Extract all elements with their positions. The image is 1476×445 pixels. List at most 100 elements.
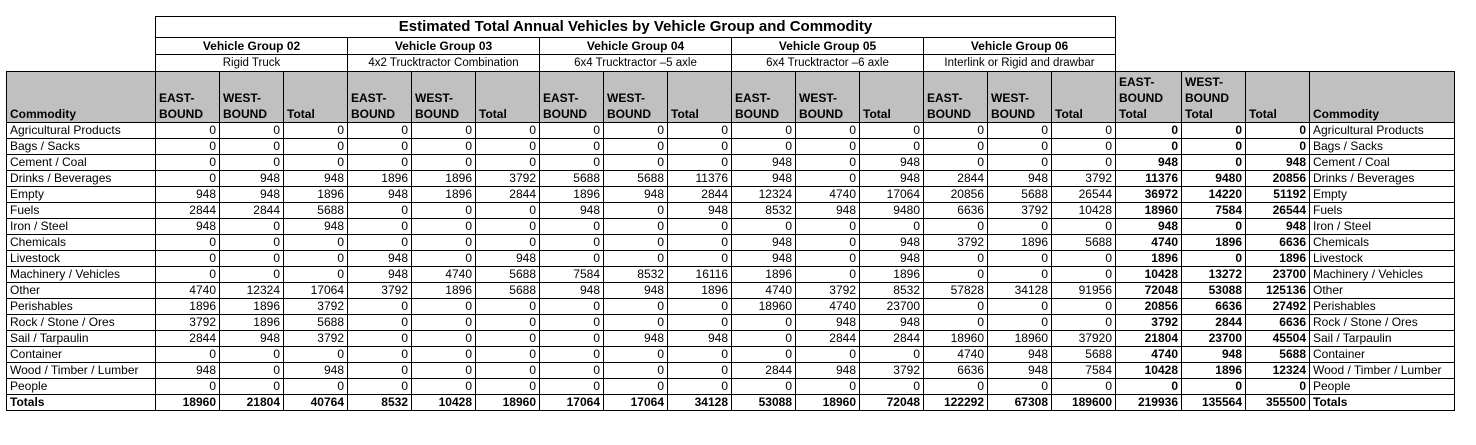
value-cell: 8532 bbox=[731, 202, 796, 219]
value-cell: 0 bbox=[987, 138, 1052, 155]
value-cell: 0 bbox=[987, 314, 1052, 331]
value-cell: 67308 bbox=[987, 394, 1052, 411]
table-row: Cement / Coal 0 0 0 0 0 0 0 0 0 948 0 948 0 0 0 948 0 948 C… bbox=[6, 154, 1455, 171]
value-cell: 23700 bbox=[1245, 266, 1310, 283]
value-cell: 0 bbox=[923, 218, 988, 235]
value-cell: 0 bbox=[1051, 298, 1116, 315]
g05-total-header: Total bbox=[859, 71, 924, 123]
value-cell: 948 bbox=[795, 202, 860, 219]
g06-westbound-header: WEST-BOUND bbox=[987, 71, 1052, 123]
value-cell: 1896 bbox=[219, 298, 284, 315]
value-cell: 135564 bbox=[1181, 394, 1246, 411]
value-cell: 53088 bbox=[1181, 282, 1246, 299]
value-cell: 0 bbox=[987, 266, 1052, 283]
value-cell: 0 bbox=[603, 346, 668, 363]
value-cell: 36972 bbox=[1115, 186, 1182, 203]
value-cell: 0 bbox=[603, 234, 668, 251]
value-cell: 0 bbox=[923, 138, 988, 155]
value-cell: 1896 bbox=[1245, 250, 1310, 267]
value-cell: 9480 bbox=[859, 202, 924, 219]
table-row: People 0 0 0 0 0 0 0 0 0 0 0 0 0 0 0 0 0 0 People bbox=[6, 378, 1455, 395]
value-cell: 0 bbox=[667, 378, 732, 395]
value-cell: 1896 bbox=[411, 282, 476, 299]
value-cell: 17064 bbox=[603, 394, 668, 411]
commodity-label: Other bbox=[6, 282, 156, 299]
value-cell: 0 bbox=[219, 362, 284, 379]
value-cell: 0 bbox=[475, 314, 540, 331]
value-cell: 3792 bbox=[283, 298, 348, 315]
value-cell: 0 bbox=[603, 298, 668, 315]
g06-eastbound-header: EAST-BOUND bbox=[923, 71, 988, 123]
commodity-label-right: Bags / Sacks bbox=[1309, 138, 1455, 155]
value-cell: 0 bbox=[411, 330, 476, 347]
value-cell: 0 bbox=[411, 122, 476, 139]
value-cell: 0 bbox=[795, 378, 860, 395]
commodity-label: Agricultural Products bbox=[6, 122, 156, 139]
value-cell: 6636 bbox=[1245, 314, 1310, 331]
table-row: Fuels 2844 2844 5688 0 0 0 948 0 948 8532 948 9480 66… bbox=[6, 202, 1455, 219]
value-cell: 0 bbox=[475, 378, 540, 395]
value-cell: 45504 bbox=[1245, 330, 1310, 347]
commodity-label: Perishables bbox=[6, 298, 156, 315]
value-cell: 0 bbox=[1051, 218, 1116, 235]
value-cell: 948 bbox=[731, 234, 796, 251]
commodity-label: Sail / Tarpaulin bbox=[6, 330, 156, 347]
value-cell: 0 bbox=[923, 266, 988, 283]
g03-eastbound-header: EAST-BOUND bbox=[347, 71, 412, 123]
value-cell: 4740 bbox=[923, 346, 988, 363]
value-cell: 72048 bbox=[1115, 282, 1182, 299]
commodity-label-right: Other bbox=[1309, 282, 1455, 299]
value-cell: 0 bbox=[219, 346, 284, 363]
value-cell: 0 bbox=[987, 250, 1052, 267]
value-cell: 0 bbox=[411, 154, 476, 171]
value-cell: 0 bbox=[795, 266, 860, 283]
value-cell: 0 bbox=[219, 218, 284, 235]
value-cell: 0 bbox=[1181, 122, 1246, 139]
vehicle-commodity-table: Estimated Total Annual Vehicles by Vehic… bbox=[6, 16, 1455, 411]
value-cell: 0 bbox=[219, 378, 284, 395]
commodity-label: Livestock bbox=[6, 250, 156, 267]
blank-cell bbox=[6, 37, 156, 55]
value-cell: 51192 bbox=[1245, 186, 1310, 203]
value-cell: 0 bbox=[859, 218, 924, 235]
commodity-label: Totals bbox=[6, 394, 156, 411]
commodity-label-right: People bbox=[1309, 378, 1455, 395]
value-cell: 948 bbox=[859, 170, 924, 187]
value-cell: 0 bbox=[539, 122, 604, 139]
table-row: Livestock 0 0 0 948 0 948 0 0 0 948 0 948 0 0 0 1896 0 189… bbox=[6, 250, 1455, 267]
totals-row: Totals 18960 21804 40764 8532 10428 18960 17064… bbox=[6, 394, 1455, 411]
value-cell: 5688 bbox=[283, 314, 348, 331]
value-cell: 26544 bbox=[1245, 202, 1310, 219]
value-cell: 0 bbox=[731, 138, 796, 155]
value-cell: 3792 bbox=[347, 282, 412, 299]
value-cell: 948 bbox=[795, 362, 860, 379]
value-cell: 6636 bbox=[923, 362, 988, 379]
value-cell: 0 bbox=[539, 330, 604, 347]
value-cell: 948 bbox=[219, 170, 284, 187]
value-cell: 16116 bbox=[667, 266, 732, 283]
vehicle-group-06-heading: Vehicle Group 06 bbox=[923, 37, 1116, 55]
g05-westbound-header: WEST-BOUND bbox=[795, 71, 860, 123]
value-cell: 0 bbox=[539, 234, 604, 251]
value-cell: 0 bbox=[283, 138, 348, 155]
value-cell: 948 bbox=[1115, 154, 1182, 171]
value-cell: 0 bbox=[411, 250, 476, 267]
table-row: Empty 948 948 1896 948 1896 2844 1896 948 2844 123… bbox=[6, 186, 1455, 203]
value-cell: 948 bbox=[603, 330, 668, 347]
value-cell: 948 bbox=[1245, 154, 1310, 171]
value-cell: 1896 bbox=[155, 298, 220, 315]
value-cell: 948 bbox=[1245, 218, 1310, 235]
value-cell: 3792 bbox=[859, 362, 924, 379]
commodity-label: Chemicals bbox=[6, 234, 156, 251]
value-cell: 5688 bbox=[1051, 234, 1116, 251]
value-cell: 4740 bbox=[1115, 346, 1182, 363]
table-row: Perishables 1896 1896 3792 0 0 0 0 0 0 18960 4740 23… bbox=[6, 298, 1455, 315]
value-cell: 0 bbox=[667, 234, 732, 251]
value-cell: 3792 bbox=[1115, 314, 1182, 331]
value-cell: 0 bbox=[283, 346, 348, 363]
value-cell: 5688 bbox=[475, 282, 540, 299]
value-cell: 4740 bbox=[1115, 234, 1182, 251]
vehicle-group-03-heading: Vehicle Group 03 bbox=[347, 37, 540, 55]
value-cell: 0 bbox=[155, 170, 220, 187]
value-cell: 0 bbox=[411, 362, 476, 379]
